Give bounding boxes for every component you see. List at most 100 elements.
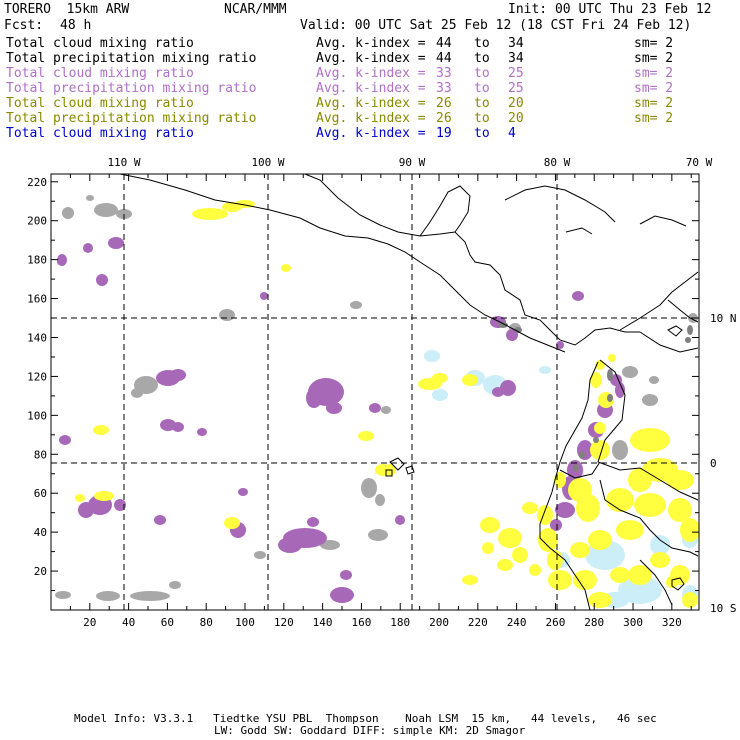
cloud-patch (642, 394, 658, 406)
south-america-north-coast (619, 271, 699, 331)
legend-from: 19 (436, 126, 452, 141)
legend-to-word: to (474, 66, 490, 81)
cloud-patch (550, 519, 562, 531)
bolivia-line (639, 559, 673, 606)
legend-to-word: to (474, 111, 490, 126)
cloud-patch (340, 570, 352, 580)
y-tick-label: 60 (34, 487, 47, 500)
cloud-patch (93, 425, 109, 435)
cloud-patch (607, 394, 613, 402)
legend-field: Total cloud mixing ratio (6, 66, 194, 81)
x-tick-label: 180 (390, 616, 410, 629)
cloud-patch (369, 403, 381, 413)
x-tick-label: 60 (161, 616, 174, 629)
sa-island (667, 325, 683, 337)
cloud-patch (615, 382, 625, 398)
cloud-patch (634, 493, 666, 517)
cloud-patch (169, 581, 181, 589)
legend-to-word: to (474, 36, 490, 51)
y-tick-label: 40 (34, 526, 47, 539)
cloud-patch (154, 515, 166, 525)
legend-from: 44 (436, 51, 452, 66)
cloud-patch (616, 520, 644, 540)
y-tick-label: 160 (27, 293, 47, 306)
cloud-patch (537, 505, 553, 525)
lat-lon-grid (51, 174, 699, 610)
legend-kindex: Avg. k-index = (316, 36, 426, 51)
colombia-venezuela (639, 331, 699, 353)
sa-upper-east (667, 299, 699, 323)
lat-label: 10 N (710, 312, 737, 325)
south-america-west-coast (539, 361, 599, 610)
coastlines (119, 174, 699, 610)
legend-to: 4 (508, 126, 516, 141)
cloud-patch (556, 341, 564, 349)
cloud-patch (610, 567, 630, 583)
cloud-patch (108, 237, 124, 249)
cloud-patch (75, 494, 85, 502)
lon-label: 110 W (107, 156, 140, 169)
legend-kindex: Avg. k-index = (316, 96, 426, 111)
cloud-patch (594, 422, 606, 434)
cloud-patch (57, 259, 63, 265)
y-tick-label: 100 (27, 409, 47, 422)
cloud-patch (628, 468, 652, 492)
cloud-patch (358, 431, 374, 441)
cloud-patch (555, 502, 575, 518)
x-tick-label: 280 (584, 616, 604, 629)
legend-sm: sm= 2 (634, 36, 674, 51)
cloud-patch (278, 537, 302, 553)
cloud-patch (608, 354, 616, 362)
cloud-patch (680, 518, 699, 542)
cloud-patch (462, 575, 478, 585)
cuba (504, 185, 616, 223)
cloud-patch (630, 428, 670, 452)
y-tick-label: 120 (27, 370, 47, 383)
cloud-patch (131, 388, 143, 398)
legend-to: 20 (508, 96, 524, 111)
cloud-patch (573, 570, 597, 590)
cloud-patch (628, 565, 652, 585)
cloud-patch (432, 389, 448, 401)
legend-sm: sm= 2 (634, 81, 674, 96)
cloud-patch (612, 440, 628, 460)
cloud-patch (361, 478, 377, 498)
cloud-patch (579, 451, 585, 459)
cloud-patch (375, 494, 385, 506)
cloud-patch (548, 570, 572, 590)
x-tick-label: 220 (468, 616, 488, 629)
lat-label: 0 (710, 457, 717, 470)
legend-from: 26 (436, 96, 452, 111)
cloud-patch (197, 428, 207, 436)
cloud-patch (94, 203, 118, 217)
ecuador-peru (559, 461, 601, 479)
x-tick-label: 300 (623, 616, 643, 629)
legend-to: 25 (508, 81, 524, 96)
y-tick-label: 180 (27, 254, 47, 267)
x-tick-label: 140 (313, 616, 333, 629)
cloud-patch (498, 322, 508, 328)
legend-to: 34 (508, 51, 524, 66)
y-tick-label: 220 (27, 176, 47, 189)
gray-cloud-areas (55, 195, 698, 601)
cloud-patch (573, 464, 579, 472)
cloud-patch (650, 535, 670, 555)
cloud-patch (83, 243, 93, 253)
y-tick-label: 20 (34, 565, 47, 578)
central-america-north (304, 174, 640, 346)
model-title: TORERO 15km ARW (4, 2, 130, 17)
cloud-patch (512, 547, 528, 563)
dark-cloud-cores (498, 322, 693, 472)
cloud-patch (55, 591, 71, 599)
cloud-patch (78, 502, 94, 518)
cloud-patch (650, 552, 670, 568)
y-tick-label: 140 (27, 332, 47, 345)
plot-frame (50, 173, 700, 611)
cloud-patch (666, 470, 694, 490)
init-time: Init: 00 UTC Thu 23 Feb 12 (508, 2, 712, 17)
x-tick-label: 240 (507, 616, 527, 629)
footer-physics: LW: Godd SW: Goddard DIFF: simple KM: 2D… (214, 724, 526, 737)
cyan-cloud-areas (424, 350, 698, 608)
yucatan (419, 185, 471, 237)
field-layer (55, 174, 699, 610)
